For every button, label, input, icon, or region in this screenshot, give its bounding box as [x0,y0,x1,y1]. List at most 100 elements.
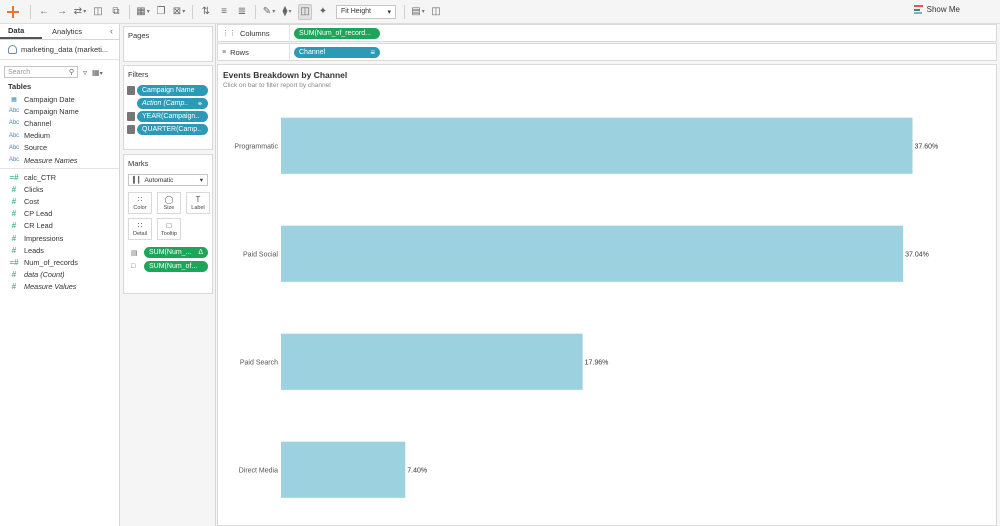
rows-pill[interactable]: Channel ≡ [294,46,380,58]
field-item[interactable]: # data (Count) [0,269,119,281]
columns-pill[interactable]: SUM(Num_of_record... [294,27,380,39]
field-item[interactable]: Abc Source [0,142,119,154]
bar[interactable] [281,225,904,282]
filter-icon[interactable]: ▿ [83,67,88,77]
mark-pill[interactable]: SUM(Num_of... [144,261,208,272]
filters-list: Campaign Name Action (Camp.. ⚭ YEAR(Campaig… [124,85,212,135]
field-item[interactable]: # Cost [0,196,119,208]
field-item[interactable]: Abc Measure Names [0,154,119,166]
mark-size-button[interactable]: ◯ Size [157,192,181,214]
pages-card[interactable]: Pages [123,26,213,62]
mark-tooltip-button[interactable]: □ Tooltip [157,218,181,240]
view-options-icon[interactable]: ▦▾ [92,67,103,77]
columns-shelf-label: ⋮⋮ Columns [218,25,290,41]
mark-color-button[interactable]: ∷ Color [128,192,152,214]
collapse-pane-icon[interactable]: ‹ [110,26,113,36]
toolbar: ← → ⇄ ▾ ◫ ⧉ ▦ ▾ ❐ ⊠ ▾ ⇅ ≡ ≣ ✎ ▾ ⧫ ▾ ◫ ✦ Fit H… [0,0,1000,24]
sort-icon[interactable]: ≡ [370,47,375,57]
filters-card-title: Filters [128,70,149,79]
fields-divider [0,168,119,170]
filter-source-icon [127,112,135,121]
clear-sheet-icon[interactable]: ⊠ ▾ [172,6,186,17]
sort-ascending-icon[interactable]: ≡ [221,6,227,17]
redo-icon[interactable]: → [57,6,67,17]
chevron-down-icon: ▾ [199,177,203,184]
data-label: 7.40% [407,467,427,474]
tab-analytics[interactable]: Analytics [52,27,83,36]
field-item[interactable]: # CP Lead [0,208,119,220]
swap-axes-icon[interactable]: ⇅ [201,6,211,17]
tooltip-icon: □ [166,221,172,230]
replay-icon[interactable]: ⇄ ▾ [73,6,87,17]
show-me-button[interactable]: Show Me [913,5,960,14]
group-members-icon[interactable]: ⧫ ▾ [282,6,292,17]
search-input[interactable]: Search ⚲ [4,66,78,78]
field-item[interactable]: # Measure Values [0,281,119,293]
show-cards-icon[interactable]: ▤ ▾ [411,6,425,17]
new-worksheet-icon[interactable]: ▦ ▾ [136,6,150,17]
field-label: CP Lead [24,209,53,219]
field-item[interactable]: # Clicks [0,183,119,195]
mark-buttons: ∷ Color ◯ Size T Label ∷ Detail □ Tooltip [124,188,212,244]
field-label: Medium [24,131,50,141]
bar[interactable] [281,441,406,498]
field-item[interactable]: # CR Lead [0,220,119,232]
bar-chart: Programmatic 37.60% Paid Social 37.04% Paid … [234,117,939,498]
filter-pill[interactable]: QUARTER(Camp.. [137,124,208,135]
filter-pill-label: QUARTER(Camp.. [142,126,201,133]
columns-pill-label: SUM(Num_of_record... [299,29,371,37]
field-item[interactable]: Abc Campaign Name [0,105,119,117]
undo-icon[interactable]: ← [39,6,49,17]
field-item[interactable]: # Impressions [0,232,119,244]
field-item[interactable]: Abc Channel [0,117,119,129]
abc-icon: Abc [8,157,20,164]
filters-card[interactable]: Filters Campaign Name Action (Camp.. ⚭ YEAR… [123,65,213,150]
search-icon: ⚲ [68,69,74,76]
field-item[interactable]: # Leads [0,244,119,256]
mark-label-button[interactable]: T Label [186,192,210,214]
bar[interactable] [281,333,583,390]
datasource-item[interactable]: marketing_data (marketi... [0,40,119,60]
tab-data[interactable]: Data [0,24,42,39]
data-label: 37.60% [915,143,939,150]
rows-shelf[interactable]: ≡ Rows Channel ≡ [217,43,997,61]
filter-pill[interactable]: Campaign Name [137,85,208,96]
mark-type-select[interactable]: ▍▎ Automatic ▾ [128,174,208,186]
filter-pill[interactable]: YEAR(Campaign.. [137,111,208,122]
tableau-logo-icon[interactable] [6,5,20,19]
mark-pill[interactable]: SUM(Num_... Δ [144,247,208,258]
data-pane-tabs: Data Analytics ‹ [0,24,119,40]
fit-select-value: Fit Height [341,8,371,15]
field-label: Impressions [24,233,64,243]
show-labels-icon[interactable]: ◫ [298,3,312,20]
field-label: data (Count) [24,270,65,280]
new-data-source-icon[interactable]: ⧉ [112,6,120,17]
highlight-icon[interactable]: ✎ ▾ [262,6,276,17]
color-dots-icon: ∷ [137,195,143,204]
field-item[interactable]: =# Num_of_records [0,256,119,268]
duplicate-sheet-icon[interactable]: ❐ [156,6,166,17]
presentation-mode-icon[interactable]: ◫ [431,6,441,17]
field-item[interactable]: ▦ Campaign Date [0,93,119,105]
worksheet-view: Events Breakdown by Channel Click on bar… [217,64,997,526]
field-item[interactable]: =# calc_CTR [0,171,119,183]
fit-select[interactable]: Fit Height ▾ [336,4,396,19]
filter-pill[interactable]: Action (Camp.. ⚭ [137,98,208,109]
calc-measure-icon: =# [9,172,19,182]
category-label: Paid Search [240,359,278,366]
filter-item: YEAR(Campaign.. [124,111,212,122]
field-item[interactable]: Abc Medium [0,130,119,142]
columns-shelf[interactable]: ⋮⋮ Columns SUM(Num_of_record... [217,24,997,42]
mark-pill-label: SUM(Num_... [149,249,192,256]
abc-icon: Abc [8,120,20,127]
mark-detail-button[interactable]: ∷ Detail [128,218,152,240]
bar[interactable] [281,117,913,174]
view-title: Events Breakdown by Channel [223,70,348,80]
sort-descending-icon[interactable]: ≣ [237,6,247,17]
mark-type-value: Automatic [144,177,174,184]
save-icon[interactable]: ◫ [93,6,103,17]
marks-card: Marks ▍▎ Automatic ▾ ∷ Color ◯ Size T Label ∷ D… [123,154,213,294]
rows-shelf-label: ≡ Rows [218,44,290,60]
mark-button-label: Tooltip [161,231,177,237]
fix-axes-icon[interactable]: ✦ [318,6,328,17]
